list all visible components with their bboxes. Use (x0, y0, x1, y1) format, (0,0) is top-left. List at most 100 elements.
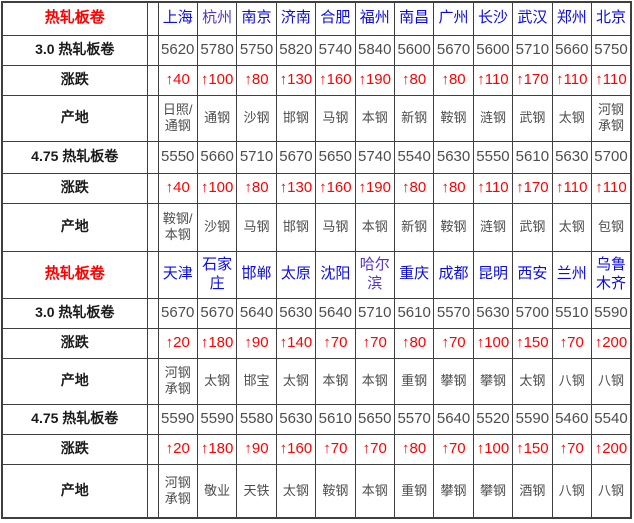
price-cell: 5780 (196, 34, 238, 66)
origin-cell: 重钢 (393, 357, 435, 405)
city-header-link[interactable]: 太原 (275, 250, 317, 299)
city-header-link[interactable]: 南昌 (393, 1, 435, 36)
price-row: 4.75 热轧板卷 5590 5590 5580 5630 5610 5650 5570 564… (1, 403, 632, 435)
price-cell: 5590 (512, 403, 553, 435)
row-label: 产地 (1, 463, 148, 519)
origin-cell: 马钢 (236, 202, 277, 252)
origin-cell: 马钢 (315, 202, 356, 252)
city-header-link[interactable]: 合肥 (315, 1, 356, 36)
price-cell: 5510 (551, 297, 592, 329)
change-row: 涨跌 ↑40 ↑100 ↑80 ↑130 ↑160 ↑190 ↑80 ↑80 ↑110 ↑170 ↑1… (1, 172, 632, 204)
price-cell: 5580 (236, 403, 277, 435)
change-cell: ↑90 (236, 433, 277, 465)
change-cell: ↑80 (393, 64, 435, 96)
city-header-link[interactable]: 西安 (512, 250, 553, 299)
price-cell: 5670 (157, 297, 198, 329)
change-cell: ↑40 (157, 172, 198, 204)
city-header-link[interactable]: 济南 (275, 1, 317, 36)
change-cell: ↑100 (196, 64, 238, 96)
origin-cell: 八钢 (551, 463, 592, 519)
city-header-link[interactable]: 广州 (433, 1, 474, 36)
city-header-link[interactable]: 长沙 (472, 1, 514, 36)
change-cell: ↑70 (354, 433, 395, 465)
origin-cell: 太钢 (196, 357, 238, 405)
price-cell: 5660 (196, 140, 238, 174)
change-cell: ↑80 (236, 172, 277, 204)
city-header-link[interactable]: 哈尔滨 (354, 250, 395, 299)
price-cell: 5700 (590, 140, 632, 174)
spacer-cell (146, 172, 159, 204)
price-cell: 5630 (275, 297, 317, 329)
row-label: 涨跌 (1, 172, 148, 204)
price-cell: 5590 (196, 403, 238, 435)
city-header-link[interactable]: 成都 (433, 250, 474, 299)
price-cell: 5540 (590, 403, 632, 435)
city-header-link[interactable]: 沈阳 (315, 250, 356, 299)
change-cell: ↑100 (472, 327, 514, 359)
city-header-link[interactable]: 兰州 (551, 250, 592, 299)
change-cell: ↑130 (275, 64, 317, 96)
price-cell: 5640 (236, 297, 277, 329)
price-cell: 5630 (275, 403, 317, 435)
city-header-link[interactable]: 石家庄 (196, 250, 238, 299)
change-cell: ↑80 (433, 172, 474, 204)
origin-cell: 太钢 (275, 463, 317, 519)
change-cell: ↑80 (433, 64, 474, 96)
spacer-cell (146, 327, 159, 359)
price-cell: 5670 (196, 297, 238, 329)
price-cell: 5540 (393, 140, 435, 174)
row-label: 涨跌 (1, 64, 148, 96)
change-cell: ↑110 (472, 64, 514, 96)
city-header-link[interactable]: 南京 (236, 1, 277, 36)
price-cell: 5610 (315, 403, 356, 435)
change-cell: ↑70 (315, 327, 356, 359)
section-title: 热轧板卷 (1, 1, 148, 36)
spacer-cell (146, 463, 159, 519)
spacer-cell (146, 1, 159, 36)
change-cell: ↑80 (236, 64, 277, 96)
change-cell: ↑200 (590, 327, 632, 359)
city-header-link[interactable]: 郑州 (551, 1, 592, 36)
origin-cell: 攀钢 (433, 357, 474, 405)
city-header-link[interactable]: 杭州 (196, 1, 238, 36)
price-cell: 5600 (472, 34, 514, 66)
price-cell: 5700 (512, 297, 553, 329)
origin-cell: 沙钢 (196, 202, 238, 252)
price-cell: 5650 (354, 403, 395, 435)
row-label: 产地 (1, 94, 148, 142)
origin-cell: 邯钢 (275, 202, 317, 252)
origin-cell: 鞍钢 (433, 94, 474, 142)
origin-cell: 本钢 (354, 202, 395, 252)
price-cell: 5710 (236, 140, 277, 174)
city-header-link[interactable]: 武汉 (512, 1, 553, 36)
change-cell: ↑160 (275, 433, 317, 465)
change-cell: ↑180 (196, 327, 238, 359)
spacer-cell (146, 357, 159, 405)
price-cell: 5610 (393, 297, 435, 329)
change-cell: ↑110 (551, 172, 592, 204)
change-cell: ↑140 (275, 327, 317, 359)
price-cell: 5710 (512, 34, 553, 66)
city-header-link[interactable]: 昆明 (472, 250, 514, 299)
city-header-link[interactable]: 福州 (354, 1, 395, 36)
city-header-link[interactable]: 上海 (157, 1, 198, 36)
origin-cell: 八钢 (590, 463, 632, 519)
city-header-link[interactable]: 北京 (590, 1, 632, 36)
change-cell: ↑170 (512, 64, 553, 96)
change-cell: ↑130 (275, 172, 317, 204)
change-cell: ↑150 (512, 327, 553, 359)
price-cell: 5840 (354, 34, 395, 66)
city-header-link[interactable]: 邯郸 (236, 250, 277, 299)
city-header-link[interactable]: 重庆 (393, 250, 435, 299)
price-cell: 5590 (590, 297, 632, 329)
origin-cell: 鞍钢/本钢 (157, 202, 198, 252)
city-header-link[interactable]: 天津 (157, 250, 198, 299)
origin-cell: 敬业 (196, 463, 238, 519)
origin-cell: 太钢 (275, 357, 317, 405)
origin-cell: 本钢 (354, 357, 395, 405)
price-row: 3.0 热轧板卷 5620 5780 5750 5820 5740 5840 5600 5670… (1, 34, 632, 66)
change-cell: ↑20 (157, 433, 198, 465)
city-header-link[interactable]: 乌鲁木齐 (590, 250, 632, 299)
price-cell: 5620 (157, 34, 198, 66)
